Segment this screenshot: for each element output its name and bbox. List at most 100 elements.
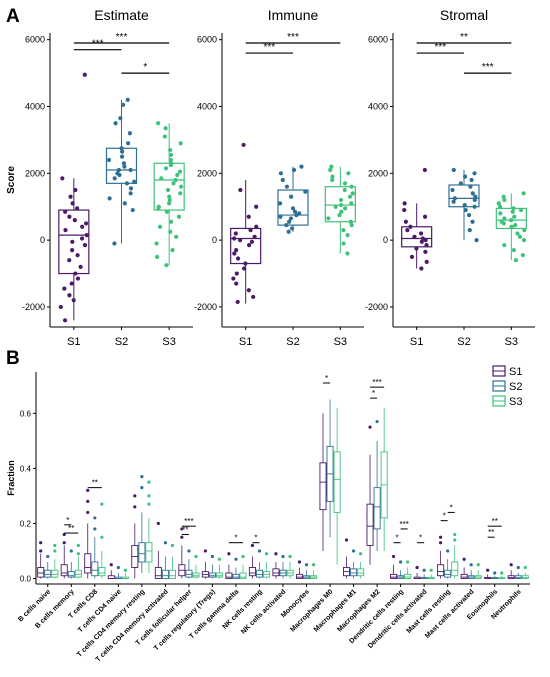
data-point-s1 [60, 176, 65, 181]
data-point-s1 [235, 299, 240, 305]
outlier-point-s3 [429, 568, 433, 572]
data-point-s3 [341, 228, 346, 233]
data-point-s2 [473, 194, 478, 199]
y-tick-label: 2000 [197, 168, 217, 178]
significance-label: *** [399, 520, 408, 529]
data-point-s3 [162, 134, 167, 139]
y-tick-label: 0 [40, 235, 45, 245]
data-point-s2 [458, 181, 463, 186]
outlier-point-s2 [93, 527, 97, 531]
data-point-s3 [345, 251, 350, 256]
significance-label: * [66, 516, 69, 525]
box-s1 [366, 503, 374, 546]
significance-label: ** [492, 517, 498, 526]
data-point-s2 [107, 196, 112, 201]
data-point-s1 [231, 276, 236, 281]
data-point-s3 [178, 141, 183, 146]
data-point-s2 [118, 116, 123, 121]
data-point-s2 [462, 174, 468, 179]
outlier-point-s1 [227, 552, 231, 556]
x-tick-label: Macrophages M1 [313, 588, 358, 633]
data-point-s2 [287, 219, 292, 224]
data-point-s1 [75, 276, 81, 281]
box-s1 [272, 568, 280, 577]
data-point-s2 [290, 226, 295, 231]
outlier-point-s1 [486, 568, 490, 572]
data-point-s1 [84, 233, 89, 238]
outlier-point-s3 [359, 552, 363, 556]
data-point-s3 [511, 248, 516, 253]
significance-label: * [443, 512, 446, 521]
data-point-s2 [290, 206, 296, 211]
outlier-point-s1 [180, 535, 184, 539]
outlier-point-s2 [69, 549, 73, 553]
data-point-s1 [418, 231, 424, 236]
outlier-point-s3 [147, 502, 151, 506]
data-point-s1 [424, 243, 429, 248]
data-point-s2 [278, 171, 283, 176]
data-point-s3 [168, 162, 174, 168]
significance-label: *** [482, 62, 494, 73]
data-point-s2 [292, 209, 298, 214]
significance-label: ** [68, 524, 74, 533]
data-point-s1 [63, 228, 68, 233]
data-point-s1 [73, 271, 78, 276]
box-s2 [350, 568, 358, 577]
data-point-s2 [124, 181, 130, 186]
x-tick-label: S1 [67, 336, 80, 348]
data-point-s3 [515, 231, 520, 236]
data-point-s3 [512, 214, 517, 219]
y-tick-label: 0 [383, 235, 388, 245]
significance-label: ** [460, 32, 468, 43]
box-s1 [60, 564, 68, 577]
y-tick-label: 0.2 [20, 519, 32, 528]
data-point-s3 [330, 177, 335, 183]
data-point-s2 [284, 184, 290, 189]
outlier-point-s3 [170, 543, 175, 548]
outlier-point-s2 [304, 563, 309, 567]
data-point-s1 [71, 298, 76, 303]
box-s2 [67, 571, 75, 578]
data-point-s1 [233, 231, 238, 236]
data-point-s1 [62, 286, 67, 291]
outlier-point-s1 [62, 541, 66, 545]
data-point-s2 [463, 207, 468, 213]
outlier-point-s1 [86, 499, 90, 504]
data-point-s1 [423, 238, 428, 243]
box-s3 [51, 569, 59, 578]
data-point-s3 [502, 216, 507, 221]
data-point-s1 [234, 281, 239, 286]
data-point-s2 [121, 161, 127, 166]
data-point-s1 [234, 248, 239, 253]
box-s1 [84, 553, 92, 574]
box-s1 [154, 567, 162, 579]
data-point-s1 [243, 261, 248, 266]
data-point-s2 [451, 167, 456, 173]
data-point-s1 [422, 167, 427, 173]
outlier-point-s1 [203, 549, 207, 553]
significance-label: * [234, 534, 237, 543]
data-point-s3 [329, 164, 334, 169]
data-point-s3 [343, 206, 348, 211]
outlier-point-s3 [241, 554, 245, 559]
outlier-point-s3 [123, 568, 127, 572]
data-point-s3 [518, 207, 524, 213]
outlier-point-s2 [399, 560, 403, 564]
data-point-s3 [509, 224, 514, 229]
outlier-point-s2 [493, 571, 497, 575]
x-tick-label: Macrophages M0 [289, 588, 334, 633]
data-point-s1 [423, 249, 428, 254]
data-point-s1 [78, 264, 83, 269]
outlier-point-s2 [257, 549, 262, 553]
legend-label: S3 [509, 396, 522, 408]
outlier-point-s2 [187, 549, 191, 553]
data-point-s3 [168, 147, 173, 153]
data-point-s2 [284, 223, 289, 228]
data-point-s2 [294, 212, 299, 218]
data-point-s2 [469, 177, 474, 183]
outlier-point-s3 [100, 502, 104, 506]
significance-label: * [419, 534, 422, 543]
outlier-point-s2 [163, 541, 167, 545]
outlier-point-s1 [297, 560, 302, 564]
